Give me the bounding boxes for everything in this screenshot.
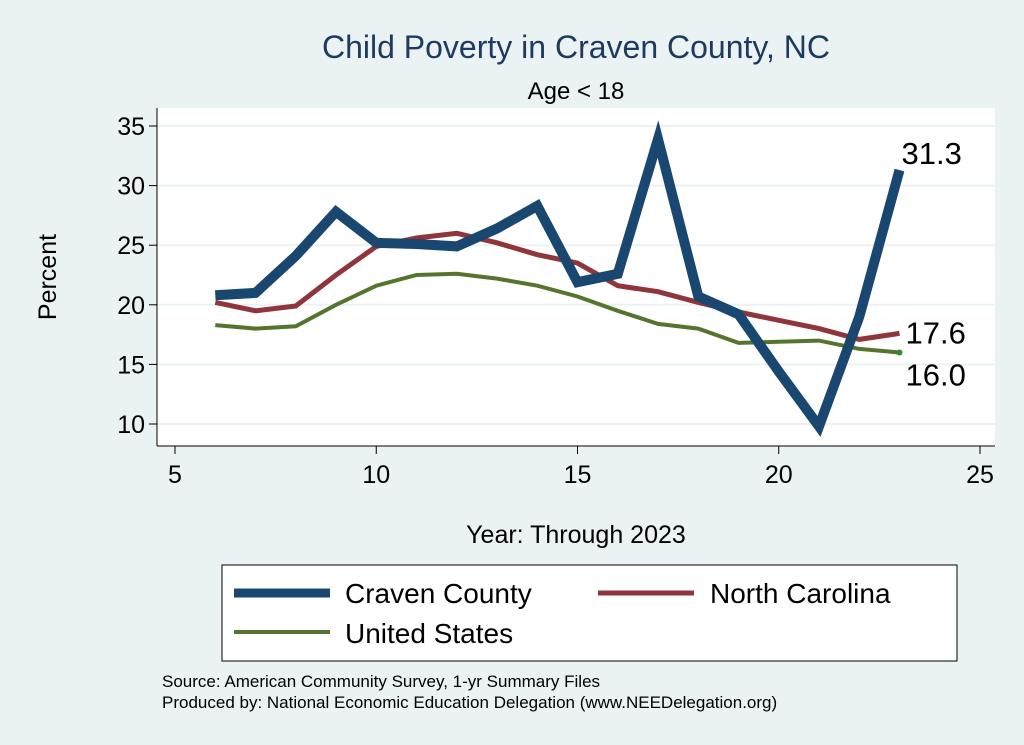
x-tick-label-25: 25 xyxy=(966,461,994,489)
end-label-north-carolina: 17.6 xyxy=(906,315,966,350)
series-line-united-states xyxy=(215,271,900,355)
legend: Craven County North Carolina United Stat… xyxy=(221,564,958,662)
x-tick-label-20: 20 xyxy=(765,461,793,489)
series-line-north-carolina xyxy=(214,230,900,342)
legend-label-craven-county: Craven County xyxy=(345,578,532,609)
x-tick-label-15: 15 xyxy=(564,461,592,489)
legend-label-north-carolina: North Carolina xyxy=(710,578,891,609)
axes: 10 15 20 25 30 35 5 10 15 20 25 xyxy=(117,108,995,489)
end-label-united-states: 16.0 xyxy=(906,357,966,392)
end-labels: 31.3 17.6 16.0 xyxy=(902,136,966,392)
x-tick-label-5: 5 xyxy=(168,461,182,489)
source-note: Source: American Community Survey, 1-yr … xyxy=(162,672,600,691)
producer-note: Produced by: National Economic Education… xyxy=(162,693,777,712)
y-tick-label-30: 30 xyxy=(117,173,145,201)
y-tick-label-10: 10 xyxy=(117,411,145,439)
y-tick-label-35: 35 xyxy=(117,113,145,141)
x-tick-label-10: 10 xyxy=(362,461,390,489)
legend-label-united-states: United States xyxy=(345,618,513,649)
y-tick-label-25: 25 xyxy=(117,232,145,260)
series-end-point-united-states xyxy=(896,349,903,356)
chart-title: Child Poverty in Craven County, NC xyxy=(322,29,830,65)
legend-box xyxy=(221,564,958,662)
y-tick-label-20: 20 xyxy=(117,292,145,320)
y-axis-label: Percent xyxy=(34,234,62,320)
x-axis-label: Year: Through 2023 xyxy=(466,521,686,549)
series-layer xyxy=(214,120,905,437)
end-label-craven-county: 31.3 xyxy=(902,136,962,171)
y-tick-label-15: 15 xyxy=(117,351,145,379)
chart-subtitle: Age < 18 xyxy=(528,78,625,105)
series-line-craven-county xyxy=(215,120,905,437)
